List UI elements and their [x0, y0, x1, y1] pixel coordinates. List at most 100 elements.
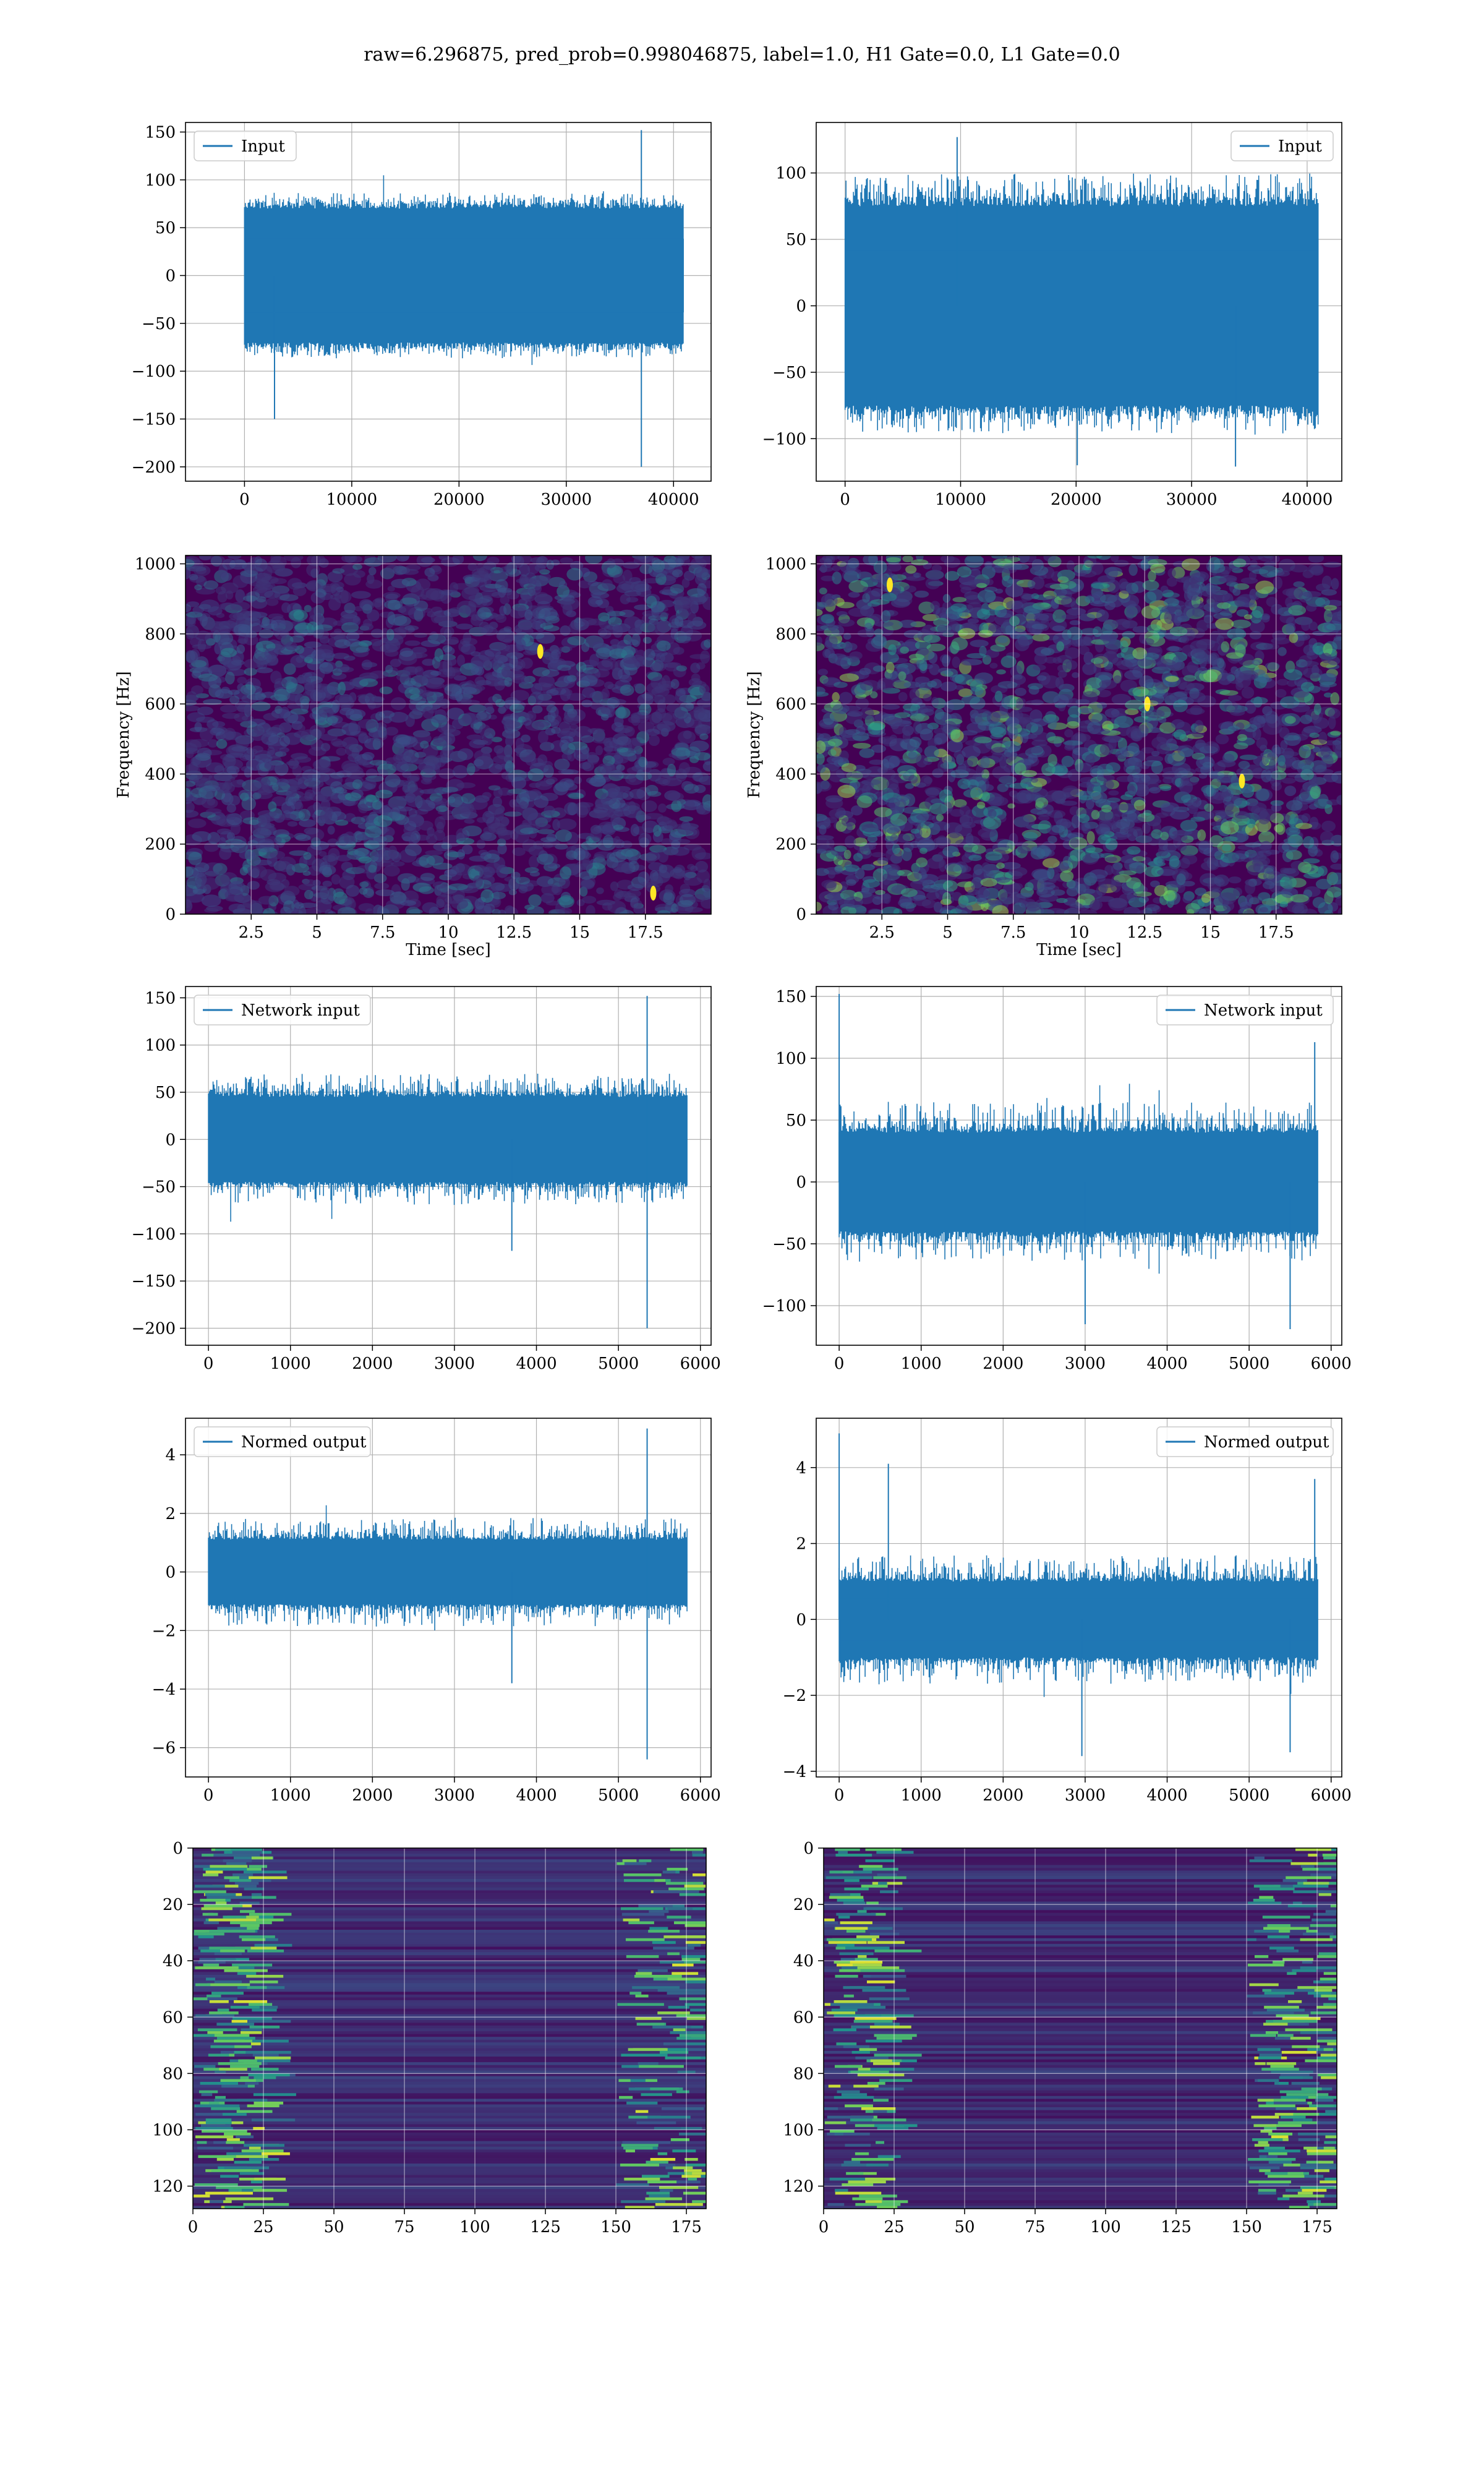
spectrogram-speck: [318, 865, 336, 876]
spectrogram-speck: [506, 652, 524, 659]
spectrogram-speck: [1106, 644, 1119, 654]
legend-label: Input: [241, 137, 285, 156]
spectrogram-speck: [1155, 812, 1169, 818]
spectrogram-speck: [581, 841, 598, 850]
spectrogram-speck: [341, 722, 361, 736]
spectrogram-speck: [358, 856, 372, 864]
spectrogram-speck: [1108, 790, 1119, 796]
spectrogram-speck: [971, 805, 988, 818]
spectrogram-speck: [1303, 667, 1323, 679]
spectrogram-speck: [353, 570, 365, 578]
spectrogram-speck: [668, 831, 682, 841]
spectrogram-speck: [404, 625, 419, 631]
spectrogram-speck: [566, 693, 586, 701]
spectrogram-speck: [978, 828, 997, 838]
spectrogram-speck: [920, 821, 934, 829]
spectrogram-speck: [419, 854, 435, 868]
spectrogram-speck: [401, 568, 419, 575]
spectrogram-speck: [1228, 876, 1242, 884]
x-axis-label: Time [sec]: [406, 941, 491, 959]
spectrogram-speck: [827, 738, 843, 747]
spectrogram-speck: [225, 671, 235, 685]
spectrogram-speck: [894, 712, 911, 719]
spectrogram-speck: [447, 796, 456, 803]
spectrogram-speck: [471, 568, 489, 578]
spectrogram-speck: [186, 749, 194, 758]
spectrogram-speck: [886, 778, 899, 790]
spectrogram-speck: [867, 835, 878, 843]
spectrogram-speck: [667, 792, 684, 802]
spectrogram-speck: [967, 602, 983, 612]
spectrogram-speck: [1317, 865, 1328, 876]
spectrogram-speck: [1280, 875, 1297, 889]
figure-title: raw=6.296875, pred_prob=0.998046875, lab…: [364, 44, 1120, 66]
spectrogram-speck: [919, 728, 934, 741]
spectrogram-speck: [929, 663, 940, 675]
spectrogram-speck: [699, 733, 709, 740]
spectrogram-speck: [603, 746, 618, 752]
y-tick-label: 50: [155, 219, 176, 238]
spectrogram-speck: [898, 620, 917, 628]
spectrogram-speck: [832, 691, 840, 703]
spectrogram-speck: [1285, 826, 1301, 836]
spectrogram-speck: [557, 664, 571, 671]
spectrogram-speck: [1014, 762, 1026, 776]
spectrogram-speck: [939, 789, 953, 803]
spectrogram-speck: [924, 745, 939, 759]
spectrogram-speck: [863, 555, 878, 565]
spectrogram-speck: [580, 879, 595, 890]
spectrogram-speck: [1293, 581, 1305, 588]
spectrogram-speck: [688, 678, 702, 687]
spectrogram-speck: [925, 577, 941, 589]
spectrogram-speck: [351, 816, 365, 824]
spectrogram-speck: [1105, 856, 1117, 862]
spectrogram-speck: [258, 838, 275, 849]
spectrogram-speck: [1261, 769, 1272, 783]
spectrogram-speck: [641, 800, 657, 812]
spectrogram-speck: [817, 764, 826, 773]
spectrogram-speck: [832, 659, 848, 665]
spectrogram-speck: [1116, 660, 1133, 670]
spectrogram-speck: [341, 555, 357, 563]
spectrogram-speck: [504, 564, 513, 572]
spectrogram-speck: [960, 659, 976, 666]
spectrogram-speck: [1190, 628, 1205, 638]
spectrogram-speck: [1141, 605, 1161, 619]
spectrogram-speck: [438, 555, 450, 560]
x-tick-label: 0: [239, 490, 250, 509]
spectrogram-speck: [868, 908, 882, 914]
spectrogram-speck: [419, 886, 435, 894]
spectrogram-speck: [186, 851, 202, 860]
spectrogram-speck: [1016, 698, 1026, 704]
spectrogram-speck: [241, 715, 254, 721]
y-tick-label: 0: [165, 267, 176, 285]
spectrogram-speck: [1214, 810, 1234, 816]
spectrogram-speck: [501, 666, 515, 678]
spectrogram-speck: [1160, 585, 1169, 594]
spectrogram-speck: [395, 815, 409, 825]
spectrogram-speck: [527, 768, 544, 782]
spectrogram-speck: [1264, 662, 1280, 670]
spectrogram-speck: [420, 873, 435, 881]
spectrogram-speck: [404, 640, 420, 646]
spectrogram-speck: [276, 778, 289, 786]
spectrogram-speck: [1321, 754, 1334, 768]
spectrogram-speck: [690, 662, 701, 674]
spectrogram-speck: [670, 584, 684, 594]
spectrogram-speck: [464, 818, 475, 824]
spectrogram-speck: [207, 719, 219, 729]
spectrogram-speck: [504, 677, 513, 687]
spectrogram-speck: [840, 906, 857, 914]
spectrogram-speck: [1290, 894, 1309, 903]
spectrogram-speck: [422, 764, 433, 774]
spectrogram-speck: [1301, 619, 1311, 631]
spectrogram-speck: [226, 803, 236, 813]
spectrogram-speck: [428, 574, 439, 582]
spectrogram-speck: [484, 648, 501, 657]
spectrogram-speck: [247, 851, 257, 860]
spectrogram-speck: [192, 888, 205, 895]
spectrogram-speck: [274, 620, 292, 634]
spectrogram-speck: [484, 853, 500, 863]
spectrogram-speck: [186, 604, 192, 613]
spectrogram-speck: [695, 860, 709, 873]
